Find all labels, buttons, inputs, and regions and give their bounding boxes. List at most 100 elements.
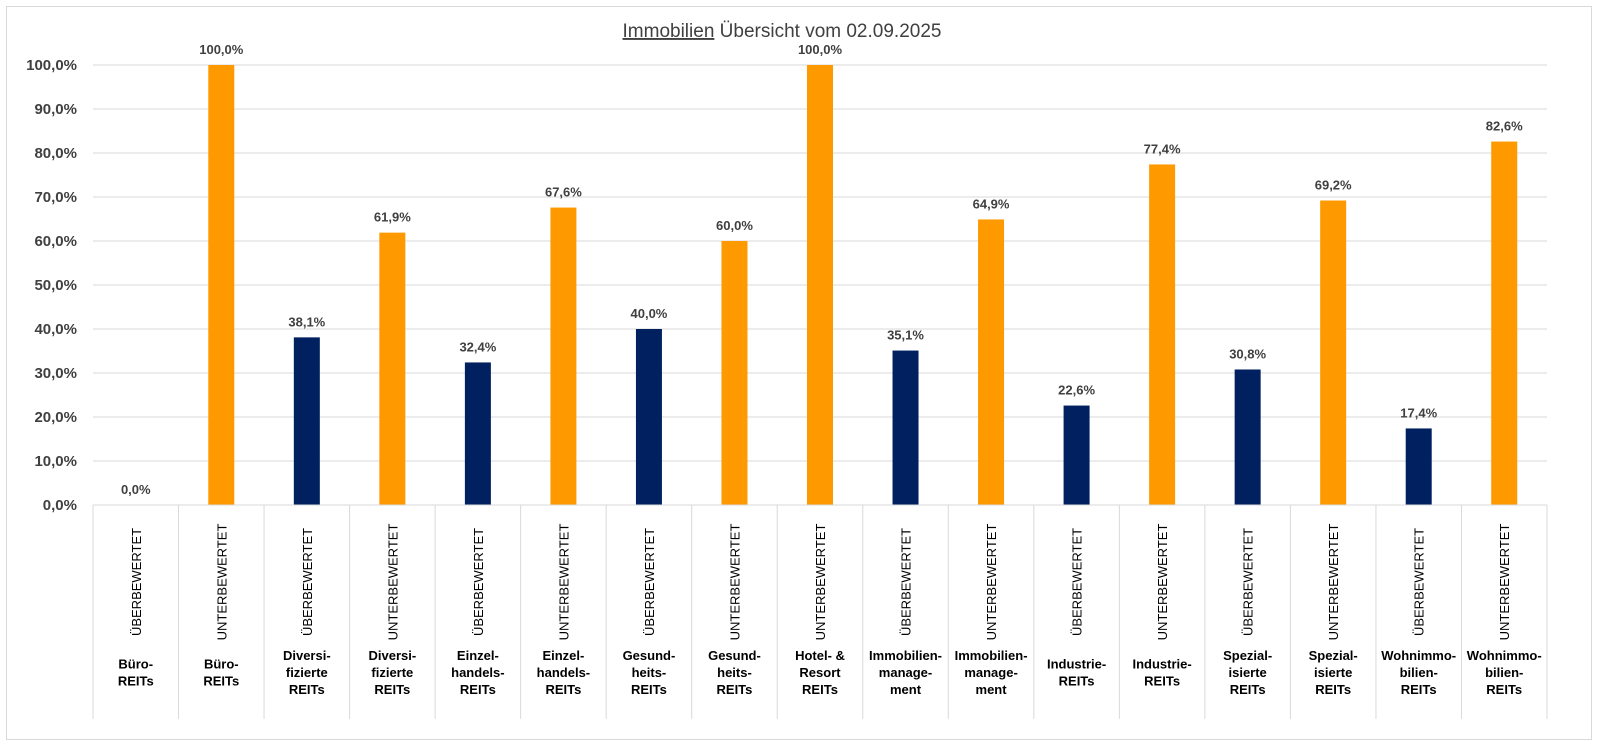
data-label: 77,4% xyxy=(1144,141,1181,156)
valuation-label: UNTERBEWERTET xyxy=(1497,524,1512,641)
sector-label-line: REITs xyxy=(460,682,496,697)
valuation-label: ÜBERBEWERTET xyxy=(471,528,486,636)
bar xyxy=(1063,405,1090,505)
bar xyxy=(1320,200,1347,505)
sector-label-line: REITs xyxy=(118,674,154,689)
bars xyxy=(208,65,1518,505)
data-label: 100,0% xyxy=(798,42,843,57)
sector-label-line: bilien- xyxy=(1485,665,1523,680)
sector-label-line: Wohnimmo- xyxy=(1467,648,1542,663)
valuation-label: UNTERBEWERTET xyxy=(1155,524,1170,641)
sector-label-line: handels- xyxy=(537,665,590,680)
valuation-label: ÜBERBEWERTET xyxy=(1412,528,1427,636)
valuation-label: UNTERBEWERTET xyxy=(813,524,828,641)
sector-label-line: REITs xyxy=(717,682,753,697)
data-label: 40,0% xyxy=(631,306,668,321)
valuation-label: ÜBERBEWERTET xyxy=(300,528,315,636)
data-label: 32,4% xyxy=(459,339,496,354)
bar xyxy=(1405,428,1432,505)
sector-label-line: Hotel- & xyxy=(795,648,845,663)
y-axis-ticks: 0,0% 10,0% 20,0% 30,0% 40,0% 50,0% 60,0% 70,0% 8… xyxy=(26,57,77,514)
bar xyxy=(892,350,919,505)
bar xyxy=(208,65,235,505)
data-label: 61,9% xyxy=(374,210,411,225)
data-label: 69,2% xyxy=(1315,178,1352,193)
sector-label-line: ment xyxy=(976,682,1008,697)
sector-label-line: isierte xyxy=(1228,665,1266,680)
bar xyxy=(293,337,320,505)
y-tick-label: 70,0% xyxy=(34,189,77,206)
sector-label-line: ment xyxy=(890,682,922,697)
y-tick-label: 100,0% xyxy=(26,57,77,74)
y-tick-label: 80,0% xyxy=(34,145,77,162)
valuation-label: ÜBERBEWERTET xyxy=(1070,528,1085,636)
sector-label-line: fizierte xyxy=(286,665,328,680)
sector-label-line: Immobilien- xyxy=(869,648,942,663)
data-label: 0,0% xyxy=(121,482,151,497)
data-label: 60,0% xyxy=(716,218,753,233)
sector-label-line: REITs xyxy=(374,682,410,697)
y-tick-label: 30,0% xyxy=(34,365,77,382)
valuation-label: UNTERBEWERTET xyxy=(727,524,742,641)
valuation-label: UNTERBEWERTET xyxy=(1326,524,1341,641)
data-label: 64,9% xyxy=(973,196,1010,211)
data-label: 38,1% xyxy=(288,314,325,329)
sector-label-line: manage- xyxy=(964,665,1017,680)
valuation-label: UNTERBEWERTET xyxy=(984,524,999,641)
bar xyxy=(1234,369,1261,505)
category-axis: ÜBERBEWERTET Büro- REITs UNTERBEWERTET Büro-… xyxy=(92,504,1548,719)
sector-label-line: heits- xyxy=(717,665,752,680)
data-label: 82,6% xyxy=(1486,119,1523,134)
valuation-label: UNTERBEWERTET xyxy=(385,524,400,641)
sector-label-line: REITs xyxy=(545,682,581,697)
sector-label-line: Wohnimmo- xyxy=(1381,648,1456,663)
sector-label-line: REITs xyxy=(1059,674,1095,689)
chart-title-rest: Übersicht vom 02.09.2025 xyxy=(714,21,941,42)
bar xyxy=(550,207,577,505)
y-tick-label: 20,0% xyxy=(34,409,77,426)
sector-label-line: Industrie- xyxy=(1133,657,1192,672)
data-label: 30,8% xyxy=(1229,346,1266,361)
sector-label-line: heits- xyxy=(632,665,667,680)
sector-label-line: Gesund- xyxy=(708,648,761,663)
data-label: 100,0% xyxy=(199,42,244,57)
sector-label-line: Industrie- xyxy=(1047,657,1106,672)
data-label: 17,4% xyxy=(1400,405,1437,420)
valuation-label: ÜBERBEWERTET xyxy=(899,528,914,636)
chart-title: Immobilien Übersicht vom 02.09.2025 xyxy=(623,21,942,42)
y-tick-label: 50,0% xyxy=(34,277,77,294)
sector-label-line: REITs xyxy=(802,682,838,697)
bar xyxy=(978,219,1005,505)
valuation-label: ÜBERBEWERTET xyxy=(642,528,657,636)
sector-label-line: handels- xyxy=(451,665,504,680)
sector-label-line: manage- xyxy=(879,665,932,680)
bar xyxy=(464,362,491,505)
sector-label-line: REITs xyxy=(631,682,667,697)
bar xyxy=(807,65,833,505)
sector-label-line: bilien- xyxy=(1400,665,1438,680)
data-label: 22,6% xyxy=(1058,383,1095,398)
sector-label-line: Spezial- xyxy=(1223,648,1272,663)
sector-label-line: REITs xyxy=(1486,682,1522,697)
chart-frame: Immobilien Übersicht vom 02.09.2025 0,0%… xyxy=(6,6,1592,740)
sector-label-line: Einzel- xyxy=(457,648,499,663)
valuation-label: ÜBERBEWERTET xyxy=(129,528,144,636)
bar xyxy=(635,329,662,505)
bar xyxy=(1149,164,1176,505)
data-labels: 0,0% 100,0% 38,1% 61,9% 32,4% 67,6% 40,0% 60,0%… xyxy=(121,42,1523,497)
sector-label-line: Immobilien- xyxy=(955,648,1028,663)
sector-label-line: isierte xyxy=(1314,665,1352,680)
bar xyxy=(1491,141,1518,505)
y-tick-label: 0,0% xyxy=(43,497,77,514)
bar-chart: Immobilien Übersicht vom 02.09.2025 0,0%… xyxy=(26,21,1548,719)
sector-label-line: fizierte xyxy=(371,665,413,680)
bar xyxy=(721,241,748,505)
sector-label-line: Spezial- xyxy=(1309,648,1358,663)
chart-title-underlined: Immobilien xyxy=(623,21,715,42)
y-tick-label: 40,0% xyxy=(34,321,77,338)
sector-label-line: REITs xyxy=(1401,682,1437,697)
sector-label-line: Büro- xyxy=(204,657,239,672)
data-label: 67,6% xyxy=(545,185,582,200)
valuation-label: UNTERBEWERTET xyxy=(214,524,229,641)
y-tick-label: 60,0% xyxy=(34,233,77,250)
